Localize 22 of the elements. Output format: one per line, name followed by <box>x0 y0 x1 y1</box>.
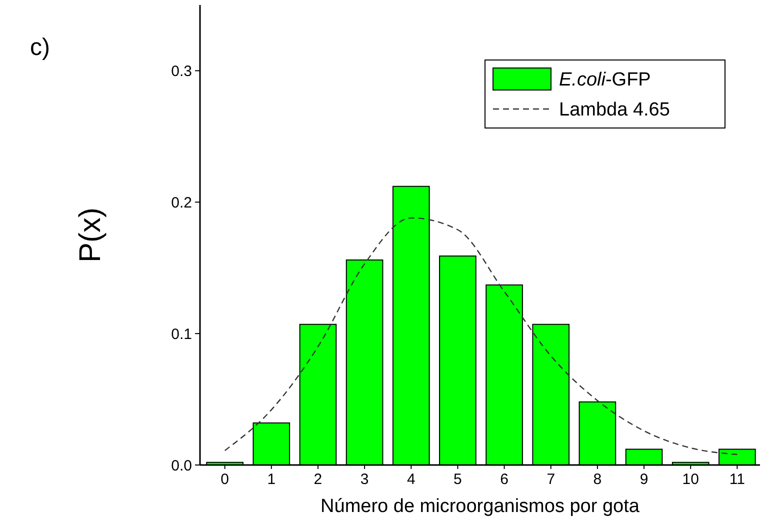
y-axis-title: P(x) <box>74 208 107 262</box>
x-tick-label: 9 <box>640 471 648 488</box>
y-tick-label: 0.3 <box>171 62 192 80</box>
text: c) <box>30 34 50 61</box>
x-tick-label: 5 <box>454 471 462 488</box>
legend-label: Lambda 4.65 <box>559 100 670 121</box>
x-tick-label: 10 <box>682 471 699 488</box>
line-series <box>224 217 738 456</box>
y-tick-label: 0.0 <box>171 457 192 474</box>
x-tick-label: 8 <box>593 471 602 488</box>
x-tick-label: 3 <box>360 471 369 488</box>
y-tick-label: 0.1 <box>171 326 192 343</box>
x-tick-label: 4 <box>406 471 416 488</box>
x-tick-label: 6 <box>500 471 508 488</box>
legend-label: E.coli-GFP <box>559 70 651 91</box>
y-tick-label: 0.2 <box>171 194 192 212</box>
x-tick-label: 1 <box>267 471 276 488</box>
x-tick-label: 11 <box>729 471 745 488</box>
x-tick-label: 2 <box>314 471 322 488</box>
x-tick-label: 7 <box>546 471 556 488</box>
x-axis-title: Número de microorganismos por gota <box>320 496 640 517</box>
x-tick-label: 0 <box>220 471 229 488</box>
